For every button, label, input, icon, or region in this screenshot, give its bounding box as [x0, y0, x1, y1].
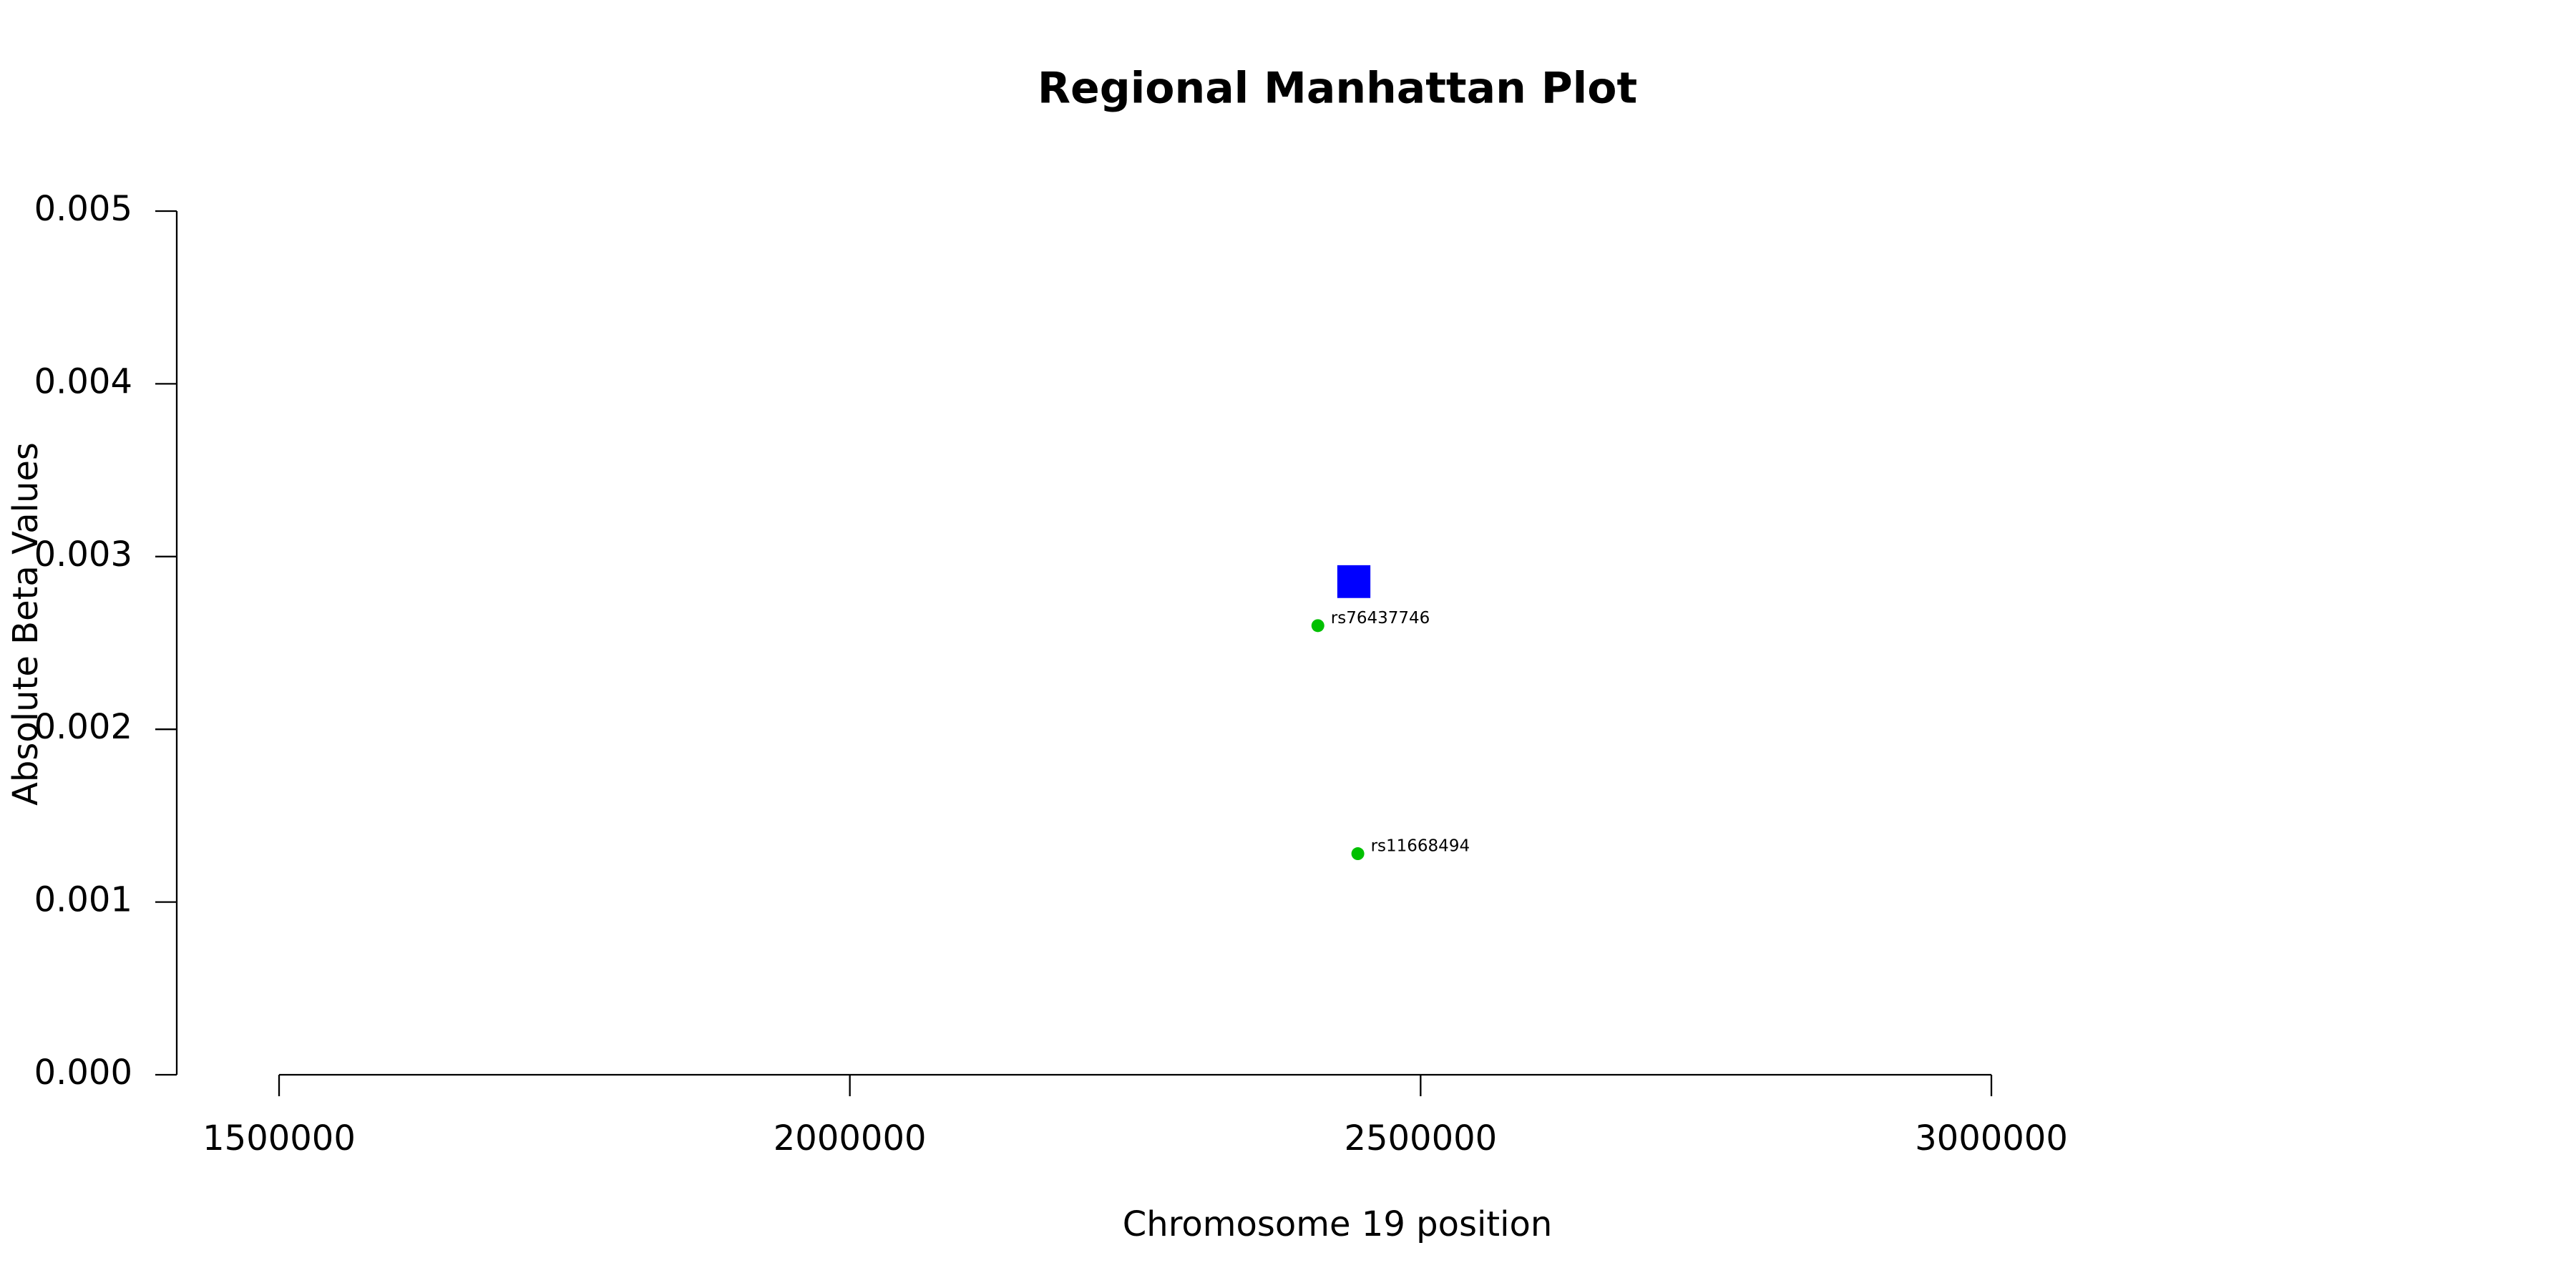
y-tick-label: 0.005: [34, 189, 132, 229]
y-tick-label: 0.002: [34, 707, 132, 747]
y-tick-label: 0.003: [34, 535, 132, 575]
x-tick-label: 2000000: [774, 1118, 927, 1158]
y-axis-label: Absolute Beta Values: [6, 442, 46, 806]
x-tick-label: 1500000: [203, 1118, 356, 1158]
point: [1311, 619, 1324, 633]
y-tick-label: 0.000: [34, 1053, 132, 1093]
y-tick-label: 0.001: [34, 880, 132, 920]
x-axis-label: Chromosome 19 position: [1123, 1204, 1553, 1244]
x-tick-label: 3000000: [1915, 1118, 2068, 1158]
region: [1337, 565, 1371, 598]
point-label: rs11668494: [1371, 837, 1470, 856]
point-label: rs76437746: [1331, 609, 1430, 628]
point: [1351, 847, 1365, 861]
x-tick-label: 2500000: [1344, 1118, 1497, 1158]
chart-title: Regional Manhattan Plot: [1038, 64, 1637, 114]
y-tick-label: 0.004: [34, 361, 132, 401]
